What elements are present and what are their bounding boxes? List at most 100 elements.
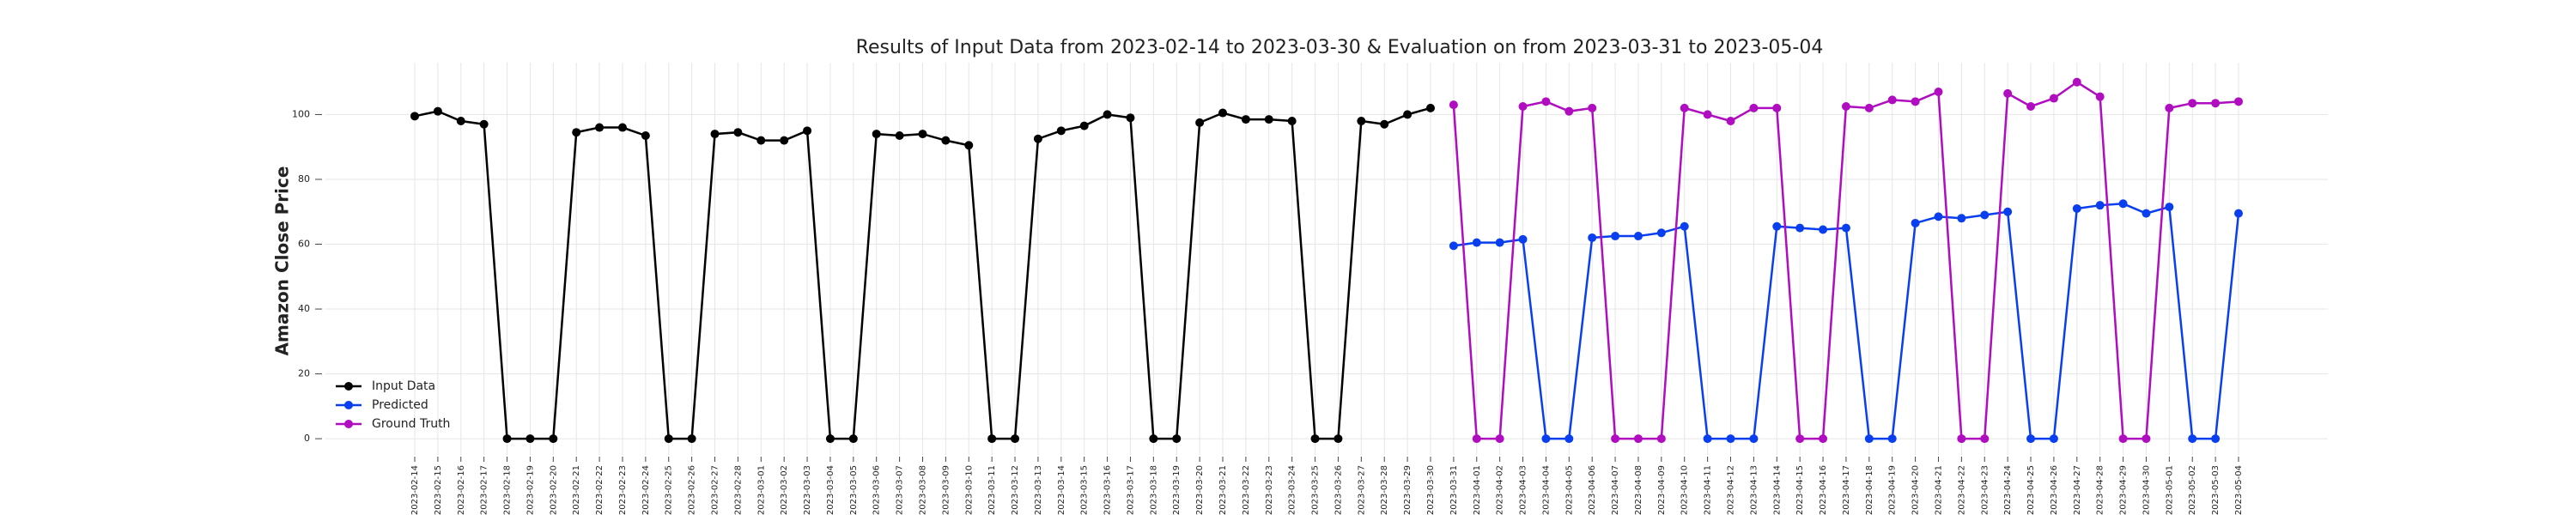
point xyxy=(1541,434,1551,444)
point xyxy=(2211,434,2221,444)
x-tick-label: 2023-04-05 xyxy=(1564,465,1574,515)
x-tick-label: 2023-04-13 xyxy=(1749,465,1759,515)
point xyxy=(2095,201,2105,210)
x-tick-label: 2023-05-03 xyxy=(2211,465,2221,515)
point xyxy=(2072,77,2081,87)
x-tick-label: 2023-03-30 xyxy=(1426,465,1436,515)
point xyxy=(1472,238,1481,247)
x-tick-label: 2023-04-06 xyxy=(1588,465,1597,515)
point xyxy=(595,123,605,132)
y-tick-label: 80 xyxy=(298,173,310,185)
x-tick-label: 2023-04-09 xyxy=(1657,465,1667,515)
point xyxy=(410,112,419,121)
point xyxy=(1264,115,1273,124)
chart-title: Results of Input Data from 2023-02-14 to… xyxy=(856,37,1824,58)
x-tick-label: 2023-04-22 xyxy=(1957,465,1966,515)
point xyxy=(2234,97,2243,106)
x-tick-label: 2023-03-09 xyxy=(941,465,951,515)
point xyxy=(1611,434,1620,444)
point xyxy=(2188,99,2197,108)
x-tick-label: 2023-03-05 xyxy=(849,465,859,515)
point xyxy=(803,126,812,136)
x-tick-label: 2023-02-20 xyxy=(549,465,558,515)
legend-marker xyxy=(344,382,353,391)
point xyxy=(1495,238,1504,247)
x-tick-label: 2023-03-07 xyxy=(896,465,905,515)
x-tick-label: 2023-04-25 xyxy=(2026,465,2036,515)
y-tick-label: 100 xyxy=(292,108,310,119)
x-tick-label: 2023-04-14 xyxy=(1772,465,1782,515)
x-tick-label: 2023-02-28 xyxy=(733,465,743,515)
point xyxy=(1726,116,1735,125)
point xyxy=(1472,434,1481,444)
point xyxy=(1656,228,1666,238)
point xyxy=(1703,434,1712,444)
point xyxy=(1703,110,1712,119)
point xyxy=(1449,241,1458,251)
point xyxy=(1310,434,1320,444)
point xyxy=(1795,434,1805,444)
point xyxy=(918,130,927,139)
x-tick-label: 2023-03-10 xyxy=(964,465,974,515)
point xyxy=(2142,209,2151,218)
point xyxy=(1287,116,1297,125)
x-tick-label: 2023-03-21 xyxy=(1218,465,1228,515)
x-tick-label: 2023-03-14 xyxy=(1057,465,1066,515)
x-tick-label: 2023-03-04 xyxy=(826,465,835,515)
point xyxy=(1149,434,1158,444)
point xyxy=(848,434,858,444)
point xyxy=(1887,95,1897,105)
legend-marker xyxy=(344,420,353,428)
point xyxy=(502,434,512,444)
point xyxy=(2026,101,2036,111)
point xyxy=(1241,115,1250,124)
point xyxy=(1749,434,1759,444)
point xyxy=(1772,221,1782,231)
point xyxy=(1611,232,1620,241)
x-tick-label: 2023-03-22 xyxy=(1242,465,1251,515)
x-tick-label: 2023-04-24 xyxy=(2003,465,2013,515)
point xyxy=(2142,434,2151,444)
x-tick-label: 2023-03-08 xyxy=(918,465,927,515)
point xyxy=(687,434,696,444)
x-tick-label: 2023-03-02 xyxy=(780,465,789,515)
point xyxy=(433,106,442,116)
x-tick-label: 2023-03-23 xyxy=(1265,465,1274,515)
x-tick-label: 2023-04-03 xyxy=(1519,465,1528,515)
point xyxy=(2165,103,2174,112)
x-tick-label: 2023-03-29 xyxy=(1403,465,1413,515)
point xyxy=(1864,434,1874,444)
x-tick-label: 2023-02-24 xyxy=(641,465,651,515)
x-tick-label: 2023-03-31 xyxy=(1449,465,1459,515)
y-tick-label: 60 xyxy=(298,239,310,250)
point xyxy=(733,128,743,137)
point xyxy=(780,136,789,145)
point xyxy=(1841,101,1850,111)
point xyxy=(1819,434,1828,444)
x-tick-label: 2023-02-27 xyxy=(711,465,720,515)
point xyxy=(549,434,558,444)
x-tick-label: 2023-03-01 xyxy=(756,465,766,515)
x-tick-label: 2023-05-04 xyxy=(2234,465,2244,515)
x-tick-label: 2023-04-30 xyxy=(2142,465,2151,515)
point xyxy=(1425,103,1435,112)
point xyxy=(710,130,720,139)
x-tick-label: 2023-03-26 xyxy=(1334,465,1343,515)
point xyxy=(1911,218,1920,227)
point xyxy=(1934,212,1943,221)
legend-label: Input Data xyxy=(372,379,435,393)
x-tick-label: 2023-04-20 xyxy=(1911,465,1921,515)
x-tick-label: 2023-04-29 xyxy=(2119,465,2129,515)
point xyxy=(2188,434,2197,444)
point xyxy=(1357,116,1366,125)
x-tick-label: 2023-03-25 xyxy=(1311,465,1321,515)
x-tick-label: 2023-04-04 xyxy=(1541,465,1551,515)
point xyxy=(1103,110,1112,119)
point xyxy=(1334,434,1343,444)
point xyxy=(1957,434,1966,444)
x-tick-label: 2023-03-17 xyxy=(1126,465,1135,515)
x-tick-label: 2023-02-22 xyxy=(595,465,605,515)
x-tick-label: 2023-02-21 xyxy=(572,465,581,515)
x-tick-label: 2023-03-27 xyxy=(1357,465,1366,515)
